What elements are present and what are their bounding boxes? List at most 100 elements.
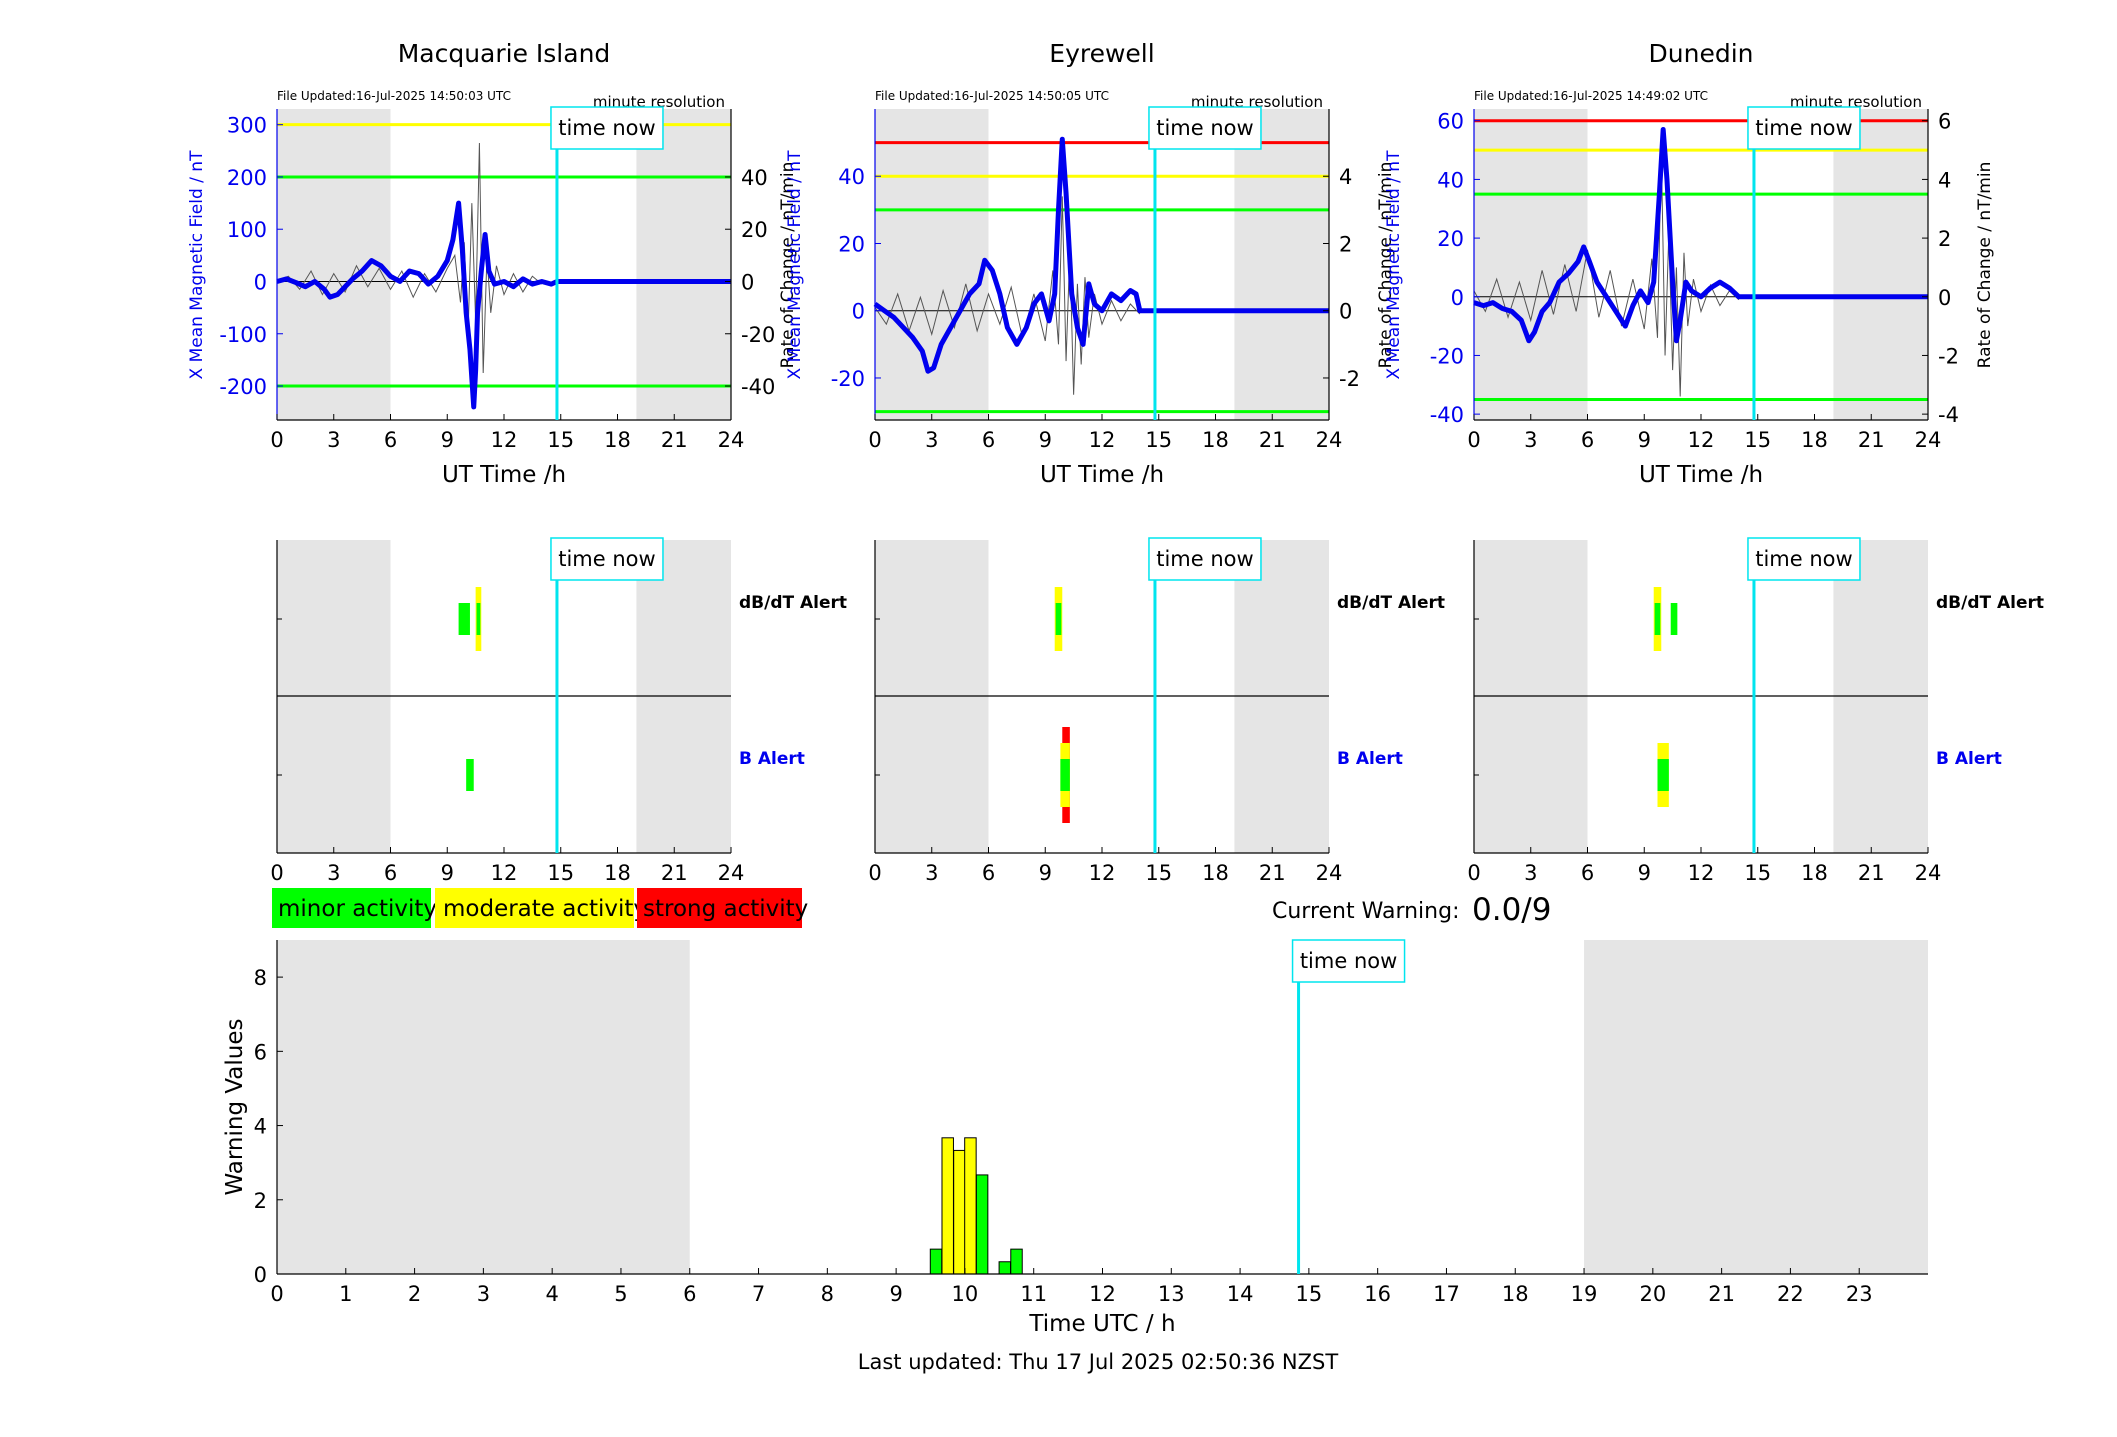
x-axis-tick-label: 3 <box>1524 428 1537 452</box>
x-axis-tick-label: 3 <box>925 861 938 885</box>
y2-axis-tick-label: 6 <box>1938 110 1951 134</box>
time-now-box <box>1148 537 1262 581</box>
x-axis-tick-label: 14 <box>1227 1282 1254 1306</box>
x-axis-tick-label: 6 <box>1581 861 1594 885</box>
x-axis-tick-label: 17 <box>1433 1282 1460 1306</box>
time-now-box <box>550 106 664 150</box>
x-axis-tick-label: 18 <box>604 861 631 885</box>
x-axis-tick-label: 6 <box>384 428 397 452</box>
time-now-label: time now <box>558 116 655 140</box>
alert-segment <box>458 603 470 635</box>
current-warning-label: Current Warning: <box>1272 899 1459 924</box>
x-axis-tick-label: 15 <box>547 861 574 885</box>
x-axis-tick-label: 21 <box>661 428 688 452</box>
x-axis-tick-label: 12 <box>491 428 518 452</box>
x-axis-tick-label: 9 <box>1039 428 1052 452</box>
y2-axis-tick-label: 4 <box>1339 165 1352 189</box>
y2-axis-tick-label: 2 <box>1339 232 1352 256</box>
x-axis-tick-label: 24 <box>1316 428 1343 452</box>
y2-axis-tick-label: 2 <box>1938 227 1951 251</box>
x-axis-tick-label: 19 <box>1571 1282 1598 1306</box>
x-axis-tick-label: 16 <box>1364 1282 1391 1306</box>
x-axis-tick-label: 18 <box>1801 428 1828 452</box>
time-now-label: time now <box>1755 116 1852 140</box>
x-axis-tick-label: 20 <box>1639 1282 1666 1306</box>
x-axis-tick-label: 3 <box>925 428 938 452</box>
warning-bar <box>941 1137 954 1275</box>
alert-segment <box>466 759 474 791</box>
x-axis-tick-label: 0 <box>270 428 283 452</box>
warning-bar <box>953 1149 966 1275</box>
x-axis-tick-label: 18 <box>604 428 631 452</box>
mean-field-line <box>1473 127 1928 344</box>
x-axis-tick-label: 15 <box>1145 861 1172 885</box>
x-axis-tick-label: 21 <box>1708 1282 1735 1306</box>
activity-legend: minor activity moderate activity strong … <box>272 888 808 928</box>
x-axis-tick-label: 24 <box>718 428 745 452</box>
x-axis-tick-label: 0 <box>270 861 283 885</box>
y2-axis-tick-label: 4 <box>1938 168 1951 192</box>
y-axis-tick-label: 2 <box>254 1189 267 1213</box>
y-axis-tick-label: 0 <box>1451 286 1464 310</box>
y2-axis-label: Rate of Change / nT/min <box>1975 162 1995 369</box>
magnetometer-panel: 0 3 6 9 12 15 18 21 24-40-200204060-4-20246Duned… <box>1384 39 1995 488</box>
y-axis-label: X Mean Magnetic Field / nT <box>1384 150 1404 380</box>
y-axis-tick-label: 20 <box>1437 227 1464 251</box>
alert-segment <box>1060 759 1070 791</box>
y2-axis-label: Rate of Change / nT/min <box>1376 162 1396 369</box>
panel-title: Eyrewell <box>1049 39 1154 68</box>
row-label-b: B Alert <box>739 749 805 769</box>
night-band <box>1584 940 1928 1274</box>
y-axis-label: Warning Values <box>222 1018 248 1195</box>
time-now-label: time now <box>1755 547 1852 571</box>
y-axis-tick-label: 6 <box>254 1040 267 1064</box>
x-axis-tick-label: 1 <box>339 1282 352 1306</box>
x-axis-tick-label: 9 <box>441 428 454 452</box>
y2-axis-tick-label: 0 <box>1339 300 1352 324</box>
warning-bar <box>998 1261 1012 1275</box>
row-label-dbdt: dB/dT Alert <box>1337 593 1445 613</box>
rate-of-change-line <box>276 142 543 373</box>
panel-title: Macquarie Island <box>398 39 611 68</box>
y-axis-tick-label: -200 <box>219 375 267 399</box>
x-axis-tick-label: 6 <box>982 428 995 452</box>
y-axis-tick-label: 60 <box>1437 110 1464 134</box>
x-axis-tick-label: 6 <box>384 861 397 885</box>
x-axis-tick-label: 9 <box>889 1282 902 1306</box>
x-axis-tick-label: 8 <box>821 1282 834 1306</box>
y-axis-tick-label: 200 <box>227 166 267 190</box>
y-axis-tick-label: 20 <box>838 232 865 256</box>
alert-panel: 0 3 6 9 12 15 18 21 24 dB/dT Alert B Alert time now <box>270 537 847 885</box>
x-axis-tick-label: 23 <box>1846 1282 1873 1306</box>
y2-axis-tick-label: -40 <box>741 375 775 399</box>
x-axis-tick-label: 11 <box>1020 1282 1047 1306</box>
legend-minor-label: minor activity <box>278 896 437 922</box>
x-axis-tick-label: 9 <box>441 861 454 885</box>
x-axis-tick-label: 21 <box>1259 861 1286 885</box>
panels: 0 3 6 9 12 15 18 21 24-200-1000100200300-40-2002… <box>187 39 2044 1337</box>
x-axis-tick-label: 3 <box>1524 861 1537 885</box>
x-axis-label: UT Time /h <box>1040 462 1164 488</box>
file-updated: File Updated:16-Jul-2025 14:50:03 UTC <box>277 89 511 103</box>
y2-axis-tick-label: 0 <box>741 270 754 294</box>
night-band <box>1833 109 1928 420</box>
warning-panel: 0 1 2 3 4 5 6 7 8 9 10 11 12 13 14 15 16 17 18 19 20 21 22 2302… <box>222 939 1928 1337</box>
x-axis-tick-label: 18 <box>1202 861 1229 885</box>
x-axis-tick-label: 15 <box>1744 861 1771 885</box>
night-band <box>277 109 391 420</box>
x-axis-tick-label: 12 <box>1089 428 1116 452</box>
y-axis-tick-label: -20 <box>831 367 865 391</box>
y-axis-tick-label: 40 <box>1437 168 1464 192</box>
time-now-label: time now <box>1156 547 1253 571</box>
x-axis-tick-label: 9 <box>1638 861 1651 885</box>
x-axis-tick-label: 12 <box>1089 861 1116 885</box>
x-axis-tick-label: 12 <box>491 861 518 885</box>
panel-title: Dunedin <box>1649 39 1754 68</box>
alert-segment <box>476 603 481 635</box>
x-axis-tick-label: 12 <box>1688 861 1715 885</box>
x-axis-tick-label: 5 <box>614 1282 627 1306</box>
warning-bar <box>975 1174 989 1275</box>
alert-segment <box>1657 759 1669 791</box>
legend-strong-swatch <box>637 888 802 928</box>
